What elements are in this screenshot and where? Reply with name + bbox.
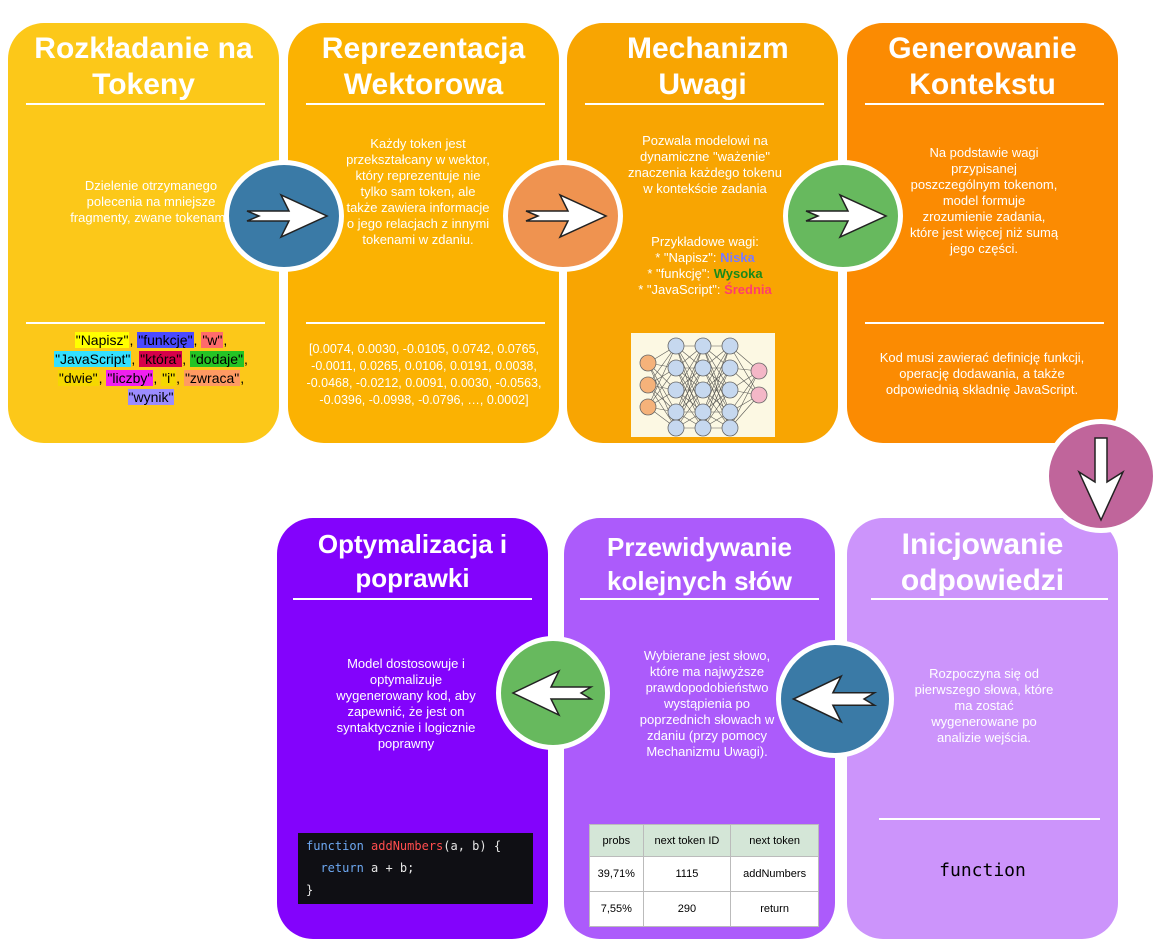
divider: [879, 818, 1100, 820]
arrow-right-icon: [783, 160, 903, 272]
token-chip: "Napisz": [74, 332, 130, 348]
stage-card-context: Generowanie Kontekstu Na podstawie wagi …: [847, 23, 1118, 443]
table-row: 39,71% 1115 addNumbers: [589, 856, 819, 892]
token-chip: "funkcję": [137, 332, 194, 348]
nn-node: [694, 403, 712, 421]
attention-weight-row: * "funkcję": Wysoka: [647, 266, 763, 281]
table-header: next token: [730, 824, 819, 857]
stage-card-optimization: Optymalizacja i poprawki Model dostosowu…: [277, 518, 548, 939]
stage-title: Generowanie Kontekstu: [888, 32, 1077, 101]
nn-node: [694, 381, 712, 399]
token-chip: "która": [139, 351, 183, 367]
nn-node: [667, 359, 685, 377]
stage-title: Optymalizacja i poprawki: [317, 529, 508, 593]
token-chip: "wynik": [127, 389, 175, 405]
table-cell: 1115: [642, 856, 732, 892]
nn-node: [639, 376, 657, 394]
attention-heading: Przykładowe wagi:: [651, 234, 759, 249]
token-chip: "i": [161, 370, 177, 386]
nn-node: [667, 403, 685, 421]
attention-weights: * "Napisz": Niska * "funkcję": Wysoka * "J…: [605, 250, 805, 298]
stage-card-start: Inicjowanie odpowiedzi Rozpoczyna się od…: [847, 518, 1118, 939]
nn-node: [721, 403, 739, 421]
stage-title: Rozkładanie na Tokeny: [34, 32, 253, 101]
neural-network-image: [631, 333, 775, 437]
code-line-1: function addNumbers(a, b) {: [306, 839, 502, 853]
code-line-3: }: [306, 883, 314, 897]
arrow-left-icon: [776, 640, 894, 758]
token-chip: "dwie": [57, 370, 99, 386]
nn-node: [694, 359, 712, 377]
token-chip: "JavaScript": [54, 351, 132, 367]
token-chip: "dodaje": [190, 351, 245, 367]
table-cell: 290: [642, 891, 732, 927]
nn-node: [694, 337, 712, 355]
divider: [865, 322, 1104, 324]
arrow-right-icon: [224, 160, 344, 272]
stage-description: Wybierane jest słowo, które ma najwyższe…: [639, 648, 775, 759]
nn-node: [721, 419, 739, 437]
nn-node: [694, 419, 712, 437]
start-token: function: [939, 860, 1026, 881]
stage-description: Dzielenie otrzymanego polecenia na mniej…: [70, 178, 232, 225]
neural-network-icon: [639, 337, 768, 437]
table-cell: 7,55%: [589, 891, 644, 927]
nn-node: [667, 381, 685, 399]
divider: [26, 322, 265, 324]
divider: [293, 598, 532, 600]
probability-table: probs next token ID next token 39,71% 1115 a…: [589, 824, 819, 927]
nn-node: [639, 398, 657, 416]
token-chip: "zwraca": [183, 370, 241, 386]
arrow-left-icon: [496, 636, 610, 750]
divider: [871, 598, 1108, 600]
stage-description: Każdy token jest przekształcany w wektor…: [346, 136, 490, 247]
arrow-right-icon: [503, 160, 623, 272]
stage-title: Inicjowanie odpowiedzi: [900, 528, 1065, 597]
divider: [306, 103, 545, 105]
attention-weight-row: * "JavaScript": Średnia: [638, 282, 772, 297]
nn-node: [750, 362, 768, 380]
stage-description: Model dostosowuje i optymalizuje wygener…: [336, 656, 476, 751]
divider: [306, 322, 545, 324]
table-row: 7,55% 290 return: [589, 891, 819, 927]
divider: [580, 598, 819, 600]
stage-title: Reprezentacja Wektorowa: [321, 32, 526, 101]
token-list: "Napisz", "funkcję", "w", "JavaScript", …: [54, 332, 248, 405]
nn-node: [721, 381, 739, 399]
attention-weight-row: * "Napisz": Niska: [655, 250, 755, 265]
table-cell: addNumbers: [730, 856, 819, 892]
stage-title: Przewidywanie kolejnych słów: [607, 532, 792, 596]
code-snippet: function addNumbers(a, b) { return a + b…: [298, 833, 533, 904]
table-header: probs: [589, 824, 644, 857]
code-line-2: return a + b;: [320, 861, 415, 875]
table-cell: 39,71%: [589, 856, 644, 892]
table-header: next token ID: [642, 824, 732, 857]
stage-description: Pozwala modelowi na dynamiczne "ważenie"…: [628, 133, 782, 196]
nn-node: [721, 337, 739, 355]
divider: [865, 103, 1104, 105]
stage-title: Mechanizm Uwagi: [627, 32, 789, 101]
nn-node: [721, 359, 739, 377]
arrow-down-icon: [1044, 419, 1158, 533]
token-chip: "liczby": [106, 370, 154, 386]
divider: [26, 103, 265, 105]
nn-node: [667, 419, 685, 437]
stage-description: Rozpoczyna się od pierwszego słowa, któr…: [914, 666, 1054, 745]
token-chip: "w": [201, 332, 224, 348]
context-note: Kod musi zawierać definicję funkcji, ope…: [879, 350, 1085, 397]
nn-node: [750, 386, 768, 404]
table-cell: return: [730, 891, 819, 927]
vector-values: [0.0074, 0.0030, -0.0105, 0.0742, 0.0765…: [306, 342, 542, 407]
divider: [585, 103, 824, 105]
stage-description: Na podstawie wagi przypisanej poszczegól…: [909, 145, 1059, 256]
nn-node: [667, 337, 685, 355]
nn-node: [639, 354, 657, 372]
